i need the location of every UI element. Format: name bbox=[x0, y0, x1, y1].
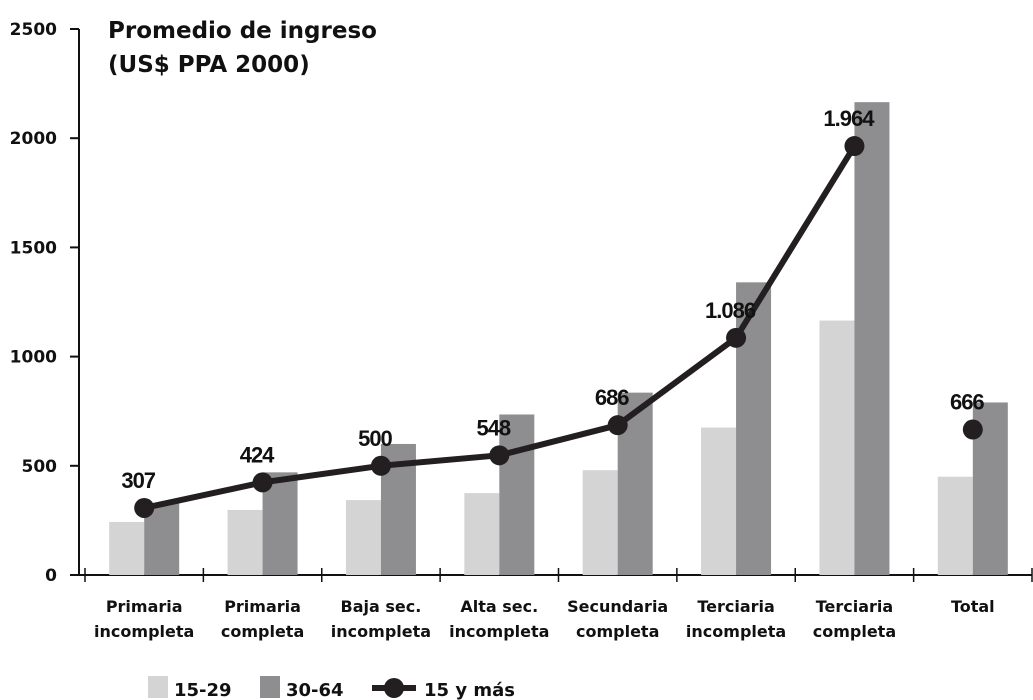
y-tick-label: 1000 bbox=[10, 348, 57, 368]
legend-swatch bbox=[148, 676, 168, 698]
bar bbox=[582, 470, 618, 575]
x-tick-label: incompleta bbox=[686, 622, 786, 641]
x-tick-label: Terciaria bbox=[816, 597, 893, 616]
y-tick-label: 2500 bbox=[10, 20, 57, 40]
data-label: 686 bbox=[595, 385, 629, 410]
line-point bbox=[252, 472, 273, 493]
chart-title: Promedio de ingreso bbox=[108, 18, 377, 44]
x-tick-label: completa bbox=[221, 622, 304, 641]
x-tick-label: Terciaria bbox=[697, 597, 774, 616]
data-label: 424 bbox=[240, 442, 275, 467]
x-tick-label: Primaria bbox=[106, 597, 183, 616]
line-point bbox=[489, 445, 510, 466]
data-label: 1.964 bbox=[823, 106, 875, 131]
line-point bbox=[134, 497, 155, 518]
line-point bbox=[726, 327, 747, 348]
x-tick-label: Alta sec. bbox=[460, 597, 538, 616]
legend-label: 30-64 bbox=[286, 680, 344, 700]
x-tick-label: incompleta bbox=[449, 622, 549, 641]
bar bbox=[464, 493, 500, 575]
bar bbox=[227, 509, 263, 575]
y-tick-label: 1500 bbox=[10, 238, 57, 258]
data-label: 666 bbox=[950, 390, 984, 415]
line-point bbox=[844, 136, 865, 157]
legend-dot bbox=[384, 678, 404, 698]
bar bbox=[499, 414, 535, 575]
x-tick-label: completa bbox=[576, 622, 659, 641]
y-tick-label: 0 bbox=[45, 566, 57, 586]
x-tick-label: Baja sec. bbox=[341, 597, 422, 616]
legend-swatch bbox=[260, 676, 280, 698]
line-point bbox=[607, 415, 628, 436]
data-label: 500 bbox=[358, 426, 392, 451]
x-tick-label: Total bbox=[951, 597, 995, 616]
bar bbox=[854, 102, 890, 575]
data-label: 548 bbox=[476, 415, 510, 440]
line-point bbox=[962, 419, 983, 440]
legend-label: 15-29 bbox=[174, 680, 232, 700]
bar bbox=[109, 521, 145, 575]
x-tick-label: completa bbox=[813, 622, 896, 641]
bar bbox=[819, 320, 855, 575]
bar bbox=[701, 427, 737, 575]
y-tick-label: 500 bbox=[22, 457, 58, 477]
bar bbox=[937, 476, 973, 575]
legend-label: 15 y más bbox=[424, 680, 515, 700]
y-tick-label: 2000 bbox=[10, 129, 57, 149]
x-tick-label: incompleta bbox=[331, 622, 431, 641]
line-point bbox=[370, 455, 391, 476]
x-tick-label: Primaria bbox=[224, 597, 301, 616]
data-label: 1.086 bbox=[705, 298, 756, 323]
bar bbox=[345, 500, 381, 575]
chart-title: (US$ PPA 2000) bbox=[108, 52, 310, 78]
x-tick-label: Secundaria bbox=[567, 597, 668, 616]
x-tick-label: incompleta bbox=[94, 622, 194, 641]
data-label: 307 bbox=[121, 468, 155, 493]
